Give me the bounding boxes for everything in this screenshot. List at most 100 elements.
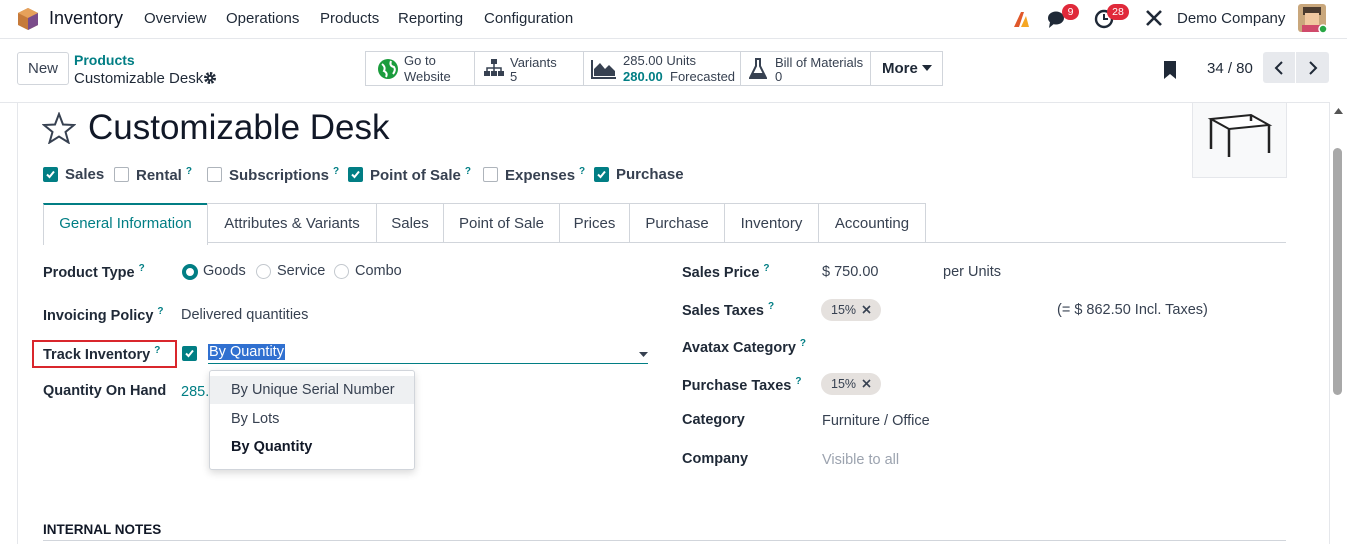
scroll-thumb[interactable]: [1333, 148, 1342, 395]
notebook-tab[interactable]: Purchase: [629, 203, 725, 243]
help-marker[interactable]: ?: [464, 166, 471, 177]
debug-icon[interactable]: [1145, 9, 1163, 27]
notebook-tab[interactable]: Inventory: [724, 203, 819, 243]
flag-checkbox[interactable]: [207, 167, 222, 182]
notebook-tab[interactable]: Attributes & Variants: [207, 203, 377, 243]
menu-item[interactable]: Products: [320, 10, 380, 27]
company-placeholder[interactable]: Visible to all: [822, 452, 900, 468]
bookmark-icon[interactable]: [1163, 60, 1177, 80]
tag-remove[interactable]: [862, 305, 871, 314]
scrollbar[interactable]: [1330, 103, 1347, 544]
flag-checkbox[interactable]: [483, 167, 498, 182]
notebook-tab[interactable]: General Information: [43, 203, 208, 245]
dropdown-option[interactable]: By Quantity: [231, 439, 313, 455]
quantity-on-hand-value[interactable]: 285.: [181, 384, 210, 400]
company-switcher[interactable]: Demo Company: [1177, 10, 1286, 27]
tracking-selected: By Quantity: [208, 344, 285, 360]
flag-label[interactable]: Subscriptions?: [229, 166, 339, 184]
radio-button[interactable]: [334, 264, 349, 279]
help-marker[interactable]: ?: [138, 263, 145, 274]
notebook-tab[interactable]: Point of Sale: [443, 203, 560, 243]
radio-button[interactable]: [256, 264, 271, 279]
tracking-select[interactable]: By Quantity: [208, 343, 648, 364]
pager-next[interactable]: [1296, 52, 1329, 83]
label-text: Sales: [65, 166, 105, 183]
variants-button[interactable]: Variants 5: [475, 52, 584, 85]
flag-label[interactable]: Rental?: [136, 166, 192, 184]
tax-tag[interactable]: 15%: [821, 299, 882, 321]
help-marker[interactable]: ?: [763, 263, 770, 274]
bom-count: 0: [775, 69, 783, 84]
company-label: Company: [682, 451, 749, 467]
favorite-star[interactable]: [42, 112, 76, 144]
navbar: Inventory Overview Operations Products Repo…: [0, 0, 1347, 39]
help-marker[interactable]: ?: [767, 301, 775, 312]
new-button[interactable]: New: [17, 52, 69, 85]
tabs-baseline: [207, 242, 1286, 243]
pager-previous[interactable]: [1263, 52, 1295, 83]
user-avatar[interactable]: [1298, 4, 1328, 34]
category-label: Category: [682, 412, 745, 428]
check-mark: [185, 349, 194, 358]
gear-icon[interactable]: [203, 71, 217, 85]
menu-item[interactable]: Overview: [144, 10, 207, 27]
tag-remove[interactable]: [862, 379, 871, 388]
smart-buttons: Go to Website Variants 5 285.00 Units 28…: [365, 51, 943, 86]
bom-label: Bill of Materials: [775, 55, 864, 70]
label-text: Purchase Taxes: [682, 377, 792, 394]
pager-value[interactable]: 34 / 80: [1207, 60, 1253, 77]
label-text: Subscriptions: [229, 167, 330, 184]
app-logo: [18, 8, 38, 30]
flag-label[interactable]: Sales: [65, 166, 104, 183]
website-line1: Go to: [404, 53, 436, 68]
chat-icon[interactable]: [1047, 9, 1069, 29]
help-marker[interactable]: ?: [157, 306, 164, 317]
check-mark: [351, 170, 360, 179]
help-marker[interactable]: ?: [333, 166, 340, 177]
flag-label[interactable]: Point of Sale?: [370, 166, 471, 184]
help-marker[interactable]: ?: [154, 345, 161, 356]
flag-label[interactable]: Expenses?: [505, 166, 585, 184]
check-mark: [46, 170, 55, 179]
bom-button[interactable]: Bill of Materials 0: [741, 52, 871, 85]
dropdown-option[interactable]: By Lots: [231, 410, 280, 427]
flag-checkbox[interactable]: [594, 167, 609, 182]
app-name[interactable]: Inventory: [49, 8, 124, 28]
menu-item[interactable]: Operations: [226, 10, 300, 27]
scroll-up[interactable]: [1334, 108, 1343, 114]
more-button[interactable]: More: [882, 60, 918, 77]
help-marker[interactable]: ?: [795, 376, 802, 387]
flag-checkbox[interactable]: [348, 167, 363, 182]
stock-button[interactable]: 285.00 Units 280.00 Forecasted: [584, 52, 741, 85]
notebook-tab[interactable]: Accounting: [818, 203, 926, 243]
control-panel-divider: [0, 102, 1330, 103]
flag-label[interactable]: Purchase: [616, 166, 684, 183]
radio-label[interactable]: Service: [277, 263, 326, 279]
category-value[interactable]: Furniture / Office: [822, 413, 930, 429]
product-title[interactable]: Customizable Desk: [88, 108, 390, 147]
website-line2: Website: [404, 69, 451, 84]
menu-item[interactable]: Configuration: [484, 10, 574, 27]
avatax-icon[interactable]: [1013, 10, 1033, 28]
radio-label[interactable]: Goods: [203, 263, 246, 279]
help-marker[interactable]: ?: [579, 166, 586, 177]
radio-label[interactable]: Combo: [355, 263, 402, 279]
dropdown-option[interactable]: By Unique Serial Number: [210, 376, 414, 404]
notebook-tab[interactable]: Sales: [376, 203, 444, 243]
help-marker[interactable]: ?: [185, 166, 192, 177]
flag-checkbox[interactable]: [43, 167, 58, 182]
track-inventory-checkbox[interactable]: [182, 346, 197, 361]
help-marker[interactable]: ?: [799, 338, 807, 349]
sales-price-value[interactable]: $ 750.00: [822, 264, 879, 280]
sales-price-label: Sales Price?: [682, 263, 770, 281]
notebook-tab[interactable]: Prices: [559, 203, 630, 243]
tax-tag[interactable]: 15%: [821, 373, 882, 395]
breadcrumb-parent[interactable]: Products: [74, 52, 135, 68]
flag-checkbox[interactable]: [114, 167, 129, 182]
purchase-taxes-label: Purchase Taxes?: [682, 376, 801, 394]
website-button[interactable]: Go to Website: [366, 52, 475, 85]
radio-button[interactable]: [182, 264, 198, 280]
product-image[interactable]: [1192, 103, 1287, 178]
check-mark: [597, 170, 606, 179]
menu-item[interactable]: Reporting: [398, 10, 464, 27]
